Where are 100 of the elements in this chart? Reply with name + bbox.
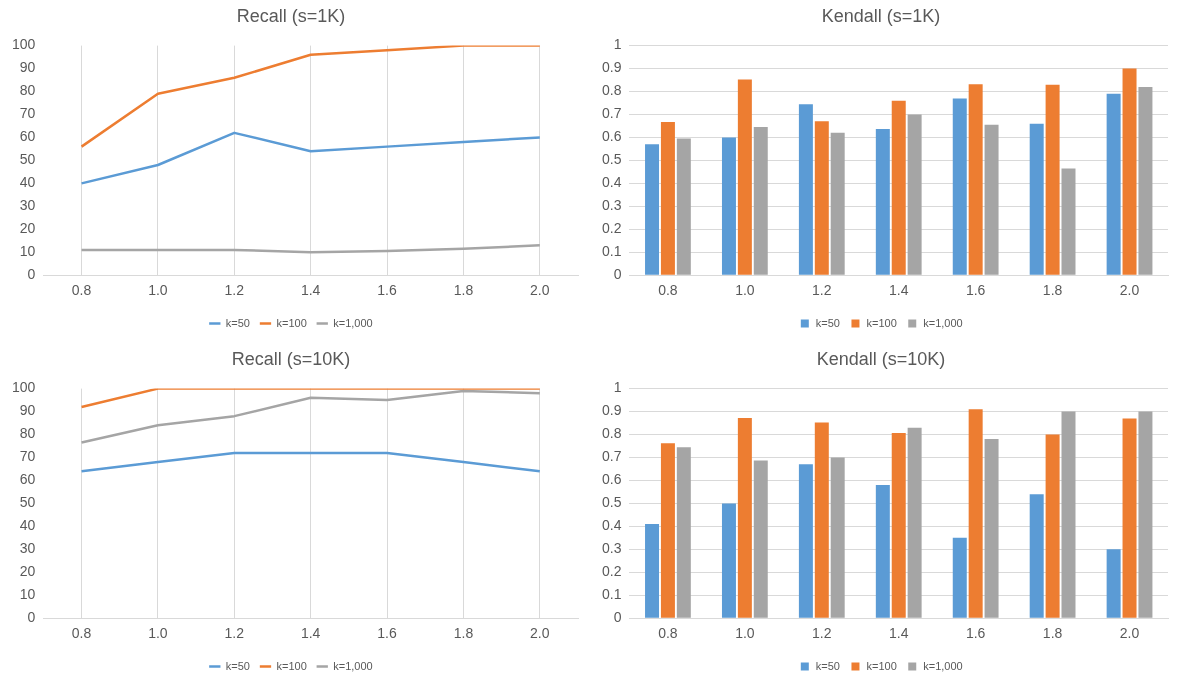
- y-tick-label: 0.5: [601, 151, 622, 168]
- x-tick-label: 1.0: [735, 625, 755, 642]
- bar: [907, 427, 922, 618]
- y-tick-label: 20: [19, 563, 36, 580]
- y-tick-label: 100: [12, 379, 36, 396]
- bar: [968, 409, 983, 618]
- chart-title: Kendall (s=1K): [821, 5, 941, 26]
- bar: [676, 138, 691, 275]
- y-tick-label: 0.6: [601, 128, 622, 145]
- bar: [737, 417, 752, 618]
- y-tick-label: 0.8: [601, 425, 622, 442]
- bar: [814, 422, 829, 618]
- y-tick-label: 30: [19, 540, 36, 557]
- legend-label: k=1,000: [923, 659, 963, 672]
- x-tick-label: 1.2: [812, 282, 832, 299]
- bar: [1138, 411, 1153, 618]
- x-tick-label: 1.6: [965, 282, 986, 299]
- x-tick-label: 1.8: [453, 625, 474, 642]
- y-tick-label: 60: [19, 128, 36, 145]
- y-tick-label: 100: [12, 36, 36, 53]
- x-tick-label: 0.8: [658, 282, 678, 299]
- y-tick-label: 90: [19, 402, 36, 419]
- bar: [1061, 411, 1076, 618]
- bar: [1029, 123, 1044, 275]
- x-tick-label: 1.0: [148, 625, 168, 642]
- bar: [984, 439, 999, 618]
- bar: [753, 127, 768, 275]
- y-tick-label: 20: [19, 220, 36, 237]
- legend-label: k=100: [866, 316, 897, 329]
- bar: [1045, 434, 1060, 618]
- bar: [952, 537, 967, 618]
- x-tick-label: 1.0: [735, 282, 755, 299]
- y-tick-label: 0.7: [601, 448, 622, 465]
- x-tick-label: 0.8: [71, 625, 92, 642]
- y-tick-label: 0: [613, 609, 622, 626]
- bar: [737, 79, 752, 275]
- bar: [952, 98, 967, 275]
- bar: [875, 485, 890, 618]
- y-tick-label: 0.9: [601, 402, 622, 419]
- y-tick-label: 0.2: [601, 220, 622, 237]
- legend-label: k=50: [225, 659, 250, 672]
- bar: [907, 114, 922, 275]
- y-tick-label: 50: [19, 494, 36, 511]
- legend-label: k=100: [866, 659, 897, 672]
- x-tick-label: 1.2: [224, 282, 245, 299]
- bar: [891, 100, 906, 275]
- y-tick-label: 10: [19, 243, 36, 260]
- y-tick-label: 0.4: [601, 517, 622, 534]
- bar: [875, 128, 890, 275]
- y-tick-label: 1: [613, 36, 622, 53]
- y-tick-label: 10: [19, 586, 36, 603]
- bar: [830, 457, 845, 618]
- x-tick-label: 2.0: [1119, 625, 1140, 642]
- x-tick-label: 1.8: [453, 282, 474, 299]
- bar: [753, 460, 768, 618]
- bar: [1122, 418, 1137, 618]
- y-tick-label: 0.3: [601, 540, 622, 557]
- bar: [1045, 84, 1060, 275]
- x-tick-label: 1.6: [377, 282, 397, 299]
- bar: [891, 432, 906, 618]
- x-tick-label: 0.8: [71, 282, 92, 299]
- y-tick-label: 80: [19, 82, 36, 99]
- legend-label: k=100: [276, 659, 307, 672]
- y-tick-label: 0.4: [601, 174, 622, 191]
- x-tick-label: 2.0: [530, 282, 550, 299]
- legend-label: k=50: [815, 316, 840, 329]
- bar: [830, 132, 845, 275]
- y-tick-label: 70: [19, 448, 36, 465]
- y-tick-label: 0.5: [601, 494, 622, 511]
- x-tick-label: 1.0: [148, 282, 168, 299]
- bar: [798, 464, 813, 618]
- y-tick-label: 0.1: [601, 586, 622, 603]
- legend-label: k=1,000: [333, 659, 373, 672]
- legend-label: k=1,000: [923, 316, 963, 329]
- y-tick-label: 40: [19, 517, 36, 534]
- bar: [645, 524, 660, 618]
- chart-title: Recall (s=1K): [236, 5, 346, 26]
- x-tick-label: 1.2: [812, 625, 832, 642]
- bar: [1106, 549, 1121, 618]
- legend-label: k=100: [276, 316, 307, 329]
- legend-label: k=50: [225, 316, 250, 329]
- y-tick-label: 0.8: [601, 82, 622, 99]
- y-tick-label: 0: [613, 266, 622, 283]
- x-tick-label: 1.8: [1042, 282, 1063, 299]
- x-tick-label: 1.4: [889, 282, 909, 299]
- y-tick-label: 40: [19, 174, 36, 191]
- bar: [798, 104, 813, 275]
- x-tick-label: 2.0: [530, 625, 550, 642]
- y-tick-label: 0.6: [601, 471, 622, 488]
- y-tick-label: 0: [27, 266, 36, 283]
- bar: [1061, 168, 1076, 275]
- y-tick-label: 0.9: [601, 59, 622, 76]
- bar: [660, 122, 675, 275]
- y-tick-label: 0.2: [601, 563, 622, 580]
- chart-title: Recall (s=10K): [231, 348, 351, 369]
- y-tick-label: 0: [27, 609, 36, 626]
- legend-label: k=1,000: [333, 316, 373, 329]
- bar: [1029, 494, 1044, 618]
- y-tick-label: 90: [19, 59, 36, 76]
- y-tick-label: 60: [19, 471, 36, 488]
